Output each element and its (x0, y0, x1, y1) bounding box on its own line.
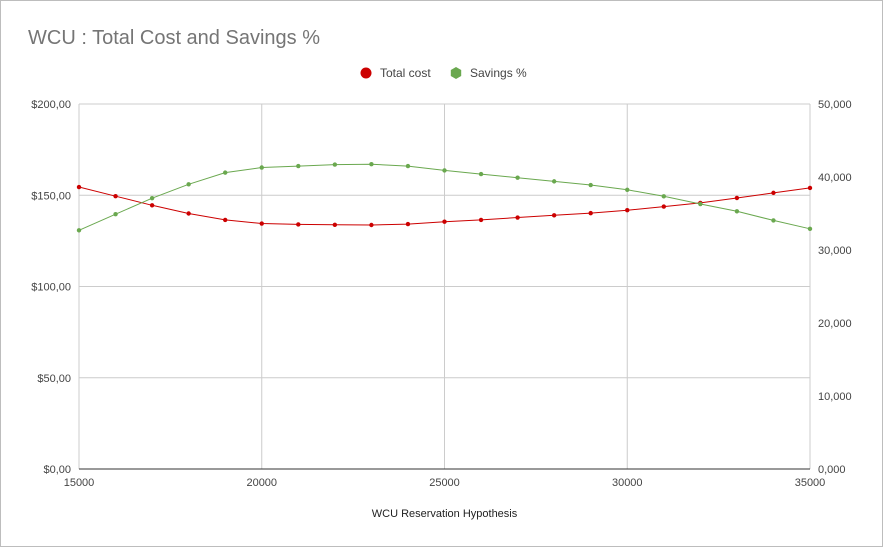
data-point (296, 163, 301, 169)
y-tick-label: $0,00 (43, 464, 71, 476)
y2-tick-label: 20,000 (818, 318, 852, 330)
data-point (515, 175, 520, 180)
data-point (734, 195, 740, 201)
data-point (369, 162, 374, 167)
y2-tick-label: 40,000 (818, 172, 852, 184)
data-point (113, 193, 118, 199)
data-point (807, 226, 813, 232)
data-point (807, 185, 813, 191)
series-layer (76, 162, 813, 233)
data-point (771, 218, 776, 223)
data-point (113, 212, 118, 217)
data-point (588, 210, 593, 216)
data-point (332, 222, 338, 228)
legend-marker-total-cost (360, 67, 372, 79)
axis-layer: $0,00 $50,00 $100,00 $150,00 $200,00 0,000 10,… (31, 99, 851, 520)
data-point (551, 213, 557, 218)
data-point (442, 219, 447, 224)
x-tick-label: 25000 (429, 477, 460, 489)
grid-layer (78, 103, 811, 469)
y2-tick-label: 10,000 (818, 391, 852, 403)
x-tick-label: 35000 (795, 477, 826, 489)
legend-label-total-cost: Total cost (380, 66, 431, 80)
data-point (186, 182, 191, 187)
data-point (515, 215, 520, 220)
data-point (223, 170, 228, 175)
data-point (478, 217, 484, 223)
data-point (405, 221, 411, 227)
data-point (186, 211, 191, 216)
y-tick-label: $50,00 (37, 373, 71, 385)
data-point (76, 184, 82, 190)
data-point (661, 204, 666, 209)
y-tick-label: $150,00 (31, 190, 71, 202)
x-tick-label: 30000 (612, 477, 643, 489)
x-tick-label: 15000 (64, 477, 95, 489)
data-point (734, 209, 740, 214)
x-tick-label: 20000 (246, 477, 277, 489)
data-point (332, 162, 338, 167)
data-point (405, 163, 411, 169)
data-point (661, 194, 666, 199)
data-point (478, 171, 484, 177)
data-point (625, 208, 630, 213)
chart-title: WCU : Total Cost and Savings % (28, 27, 320, 49)
data-point (442, 168, 447, 173)
data-point (588, 182, 593, 188)
data-point (223, 217, 228, 223)
legend-marker-savings (450, 67, 462, 79)
y2-tick-label: 30,000 (818, 245, 852, 257)
y-tick-label: $100,00 (31, 282, 71, 294)
data-point (369, 222, 374, 228)
data-point (259, 221, 264, 226)
data-point (149, 203, 155, 208)
data-point (698, 201, 703, 207)
y-tick-label: $200,00 (31, 99, 71, 111)
data-point (259, 165, 264, 170)
data-point (296, 222, 301, 227)
x-axis-title: WCU Reservation Hypothesis (372, 508, 518, 520)
data-point (551, 179, 557, 184)
y2-tick-label: 50,000 (818, 99, 852, 111)
data-point (76, 228, 82, 233)
data-point (625, 187, 630, 192)
data-point (771, 190, 776, 196)
legend: Total cost Savings % (360, 66, 527, 80)
y2-tick-label: 0,000 (818, 464, 846, 476)
legend-label-savings: Savings % (470, 66, 527, 80)
data-point (149, 195, 155, 201)
